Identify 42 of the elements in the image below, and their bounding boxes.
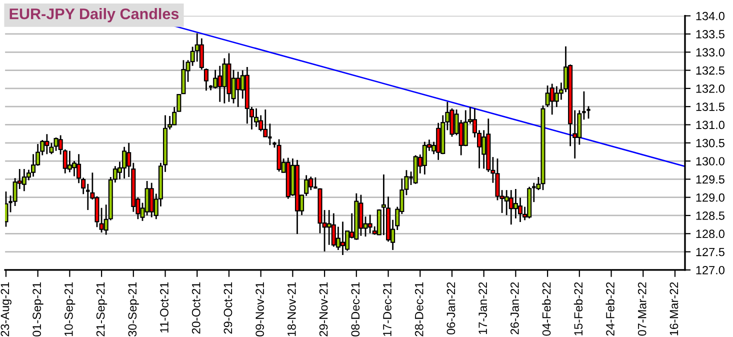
y-tick-label: 131.0	[696, 120, 724, 130]
y-tick-label: 132.5	[696, 66, 724, 75]
y-tick-label: 127.5	[696, 248, 724, 256]
chart-title: EUR-JPY Daily Candles	[10, 8, 179, 22]
y-tick-label: 128.0	[696, 230, 724, 238]
candlestick	[581, 90, 587, 120]
x-tick-label: 09-Nov-21	[256, 282, 264, 336]
x-tick-label: 11-Oct-21	[160, 282, 168, 332]
y-tick-label: 130.0	[696, 157, 724, 166]
x-tick-label: 30-Sep-21	[128, 282, 139, 336]
x-tick-label: 04-Feb-22	[542, 282, 551, 336]
x-tick-label: 18-Nov-21	[287, 282, 296, 336]
x-tick-label: 24-Feb-22	[606, 282, 614, 336]
y-tick-label: 133.5	[696, 30, 724, 38]
candlestick	[176, 94, 182, 112]
y-tick-label: 132.0	[696, 84, 724, 93]
y-tick-label: 128.5	[696, 212, 724, 220]
y-tick-label: 129.5	[696, 175, 724, 184]
x-tick-label: 07-Mar-22	[638, 282, 646, 336]
x-tick-label: 17-Dec-21	[383, 282, 392, 336]
candlestick	[586, 106, 592, 120]
x-tick-label: 20-Oct-21	[192, 282, 200, 334]
x-tick-label: 23-Aug-21	[0, 282, 12, 336]
x-tick-label: 29-Oct-21	[224, 282, 232, 334]
y-tick-label: 129.0	[696, 193, 724, 202]
x-tick-label: 16-Mar-22	[670, 282, 678, 336]
x-tick-label: 08-Dec-21	[351, 282, 360, 336]
y-tick-label: 133.0	[696, 48, 724, 57]
x-tick-label: 06-Jan-22	[446, 282, 456, 334]
x-tick-label: 17-Jan-22	[478, 282, 487, 334]
x-tick-label: 29-Nov-21	[319, 282, 328, 336]
x-tick-label: 10-Sep-21	[64, 282, 76, 336]
candlestick	[340, 220, 346, 256]
x-tick-label: 21-Sep-21	[96, 282, 108, 336]
x-tick-label: 26-Jan-22	[510, 282, 519, 334]
x-tick-label: 01-Sep-21	[32, 282, 44, 336]
y-tick-label: 130.5	[696, 138, 724, 148]
y-tick-label: 131.5	[696, 102, 724, 111]
x-tick-label: 15-Feb-22	[574, 282, 583, 336]
y-tick-label: 127.0	[696, 266, 724, 274]
y-tick-label: 134.0	[696, 12, 724, 20]
x-tick-label: 28-Dec-21	[414, 282, 424, 336]
